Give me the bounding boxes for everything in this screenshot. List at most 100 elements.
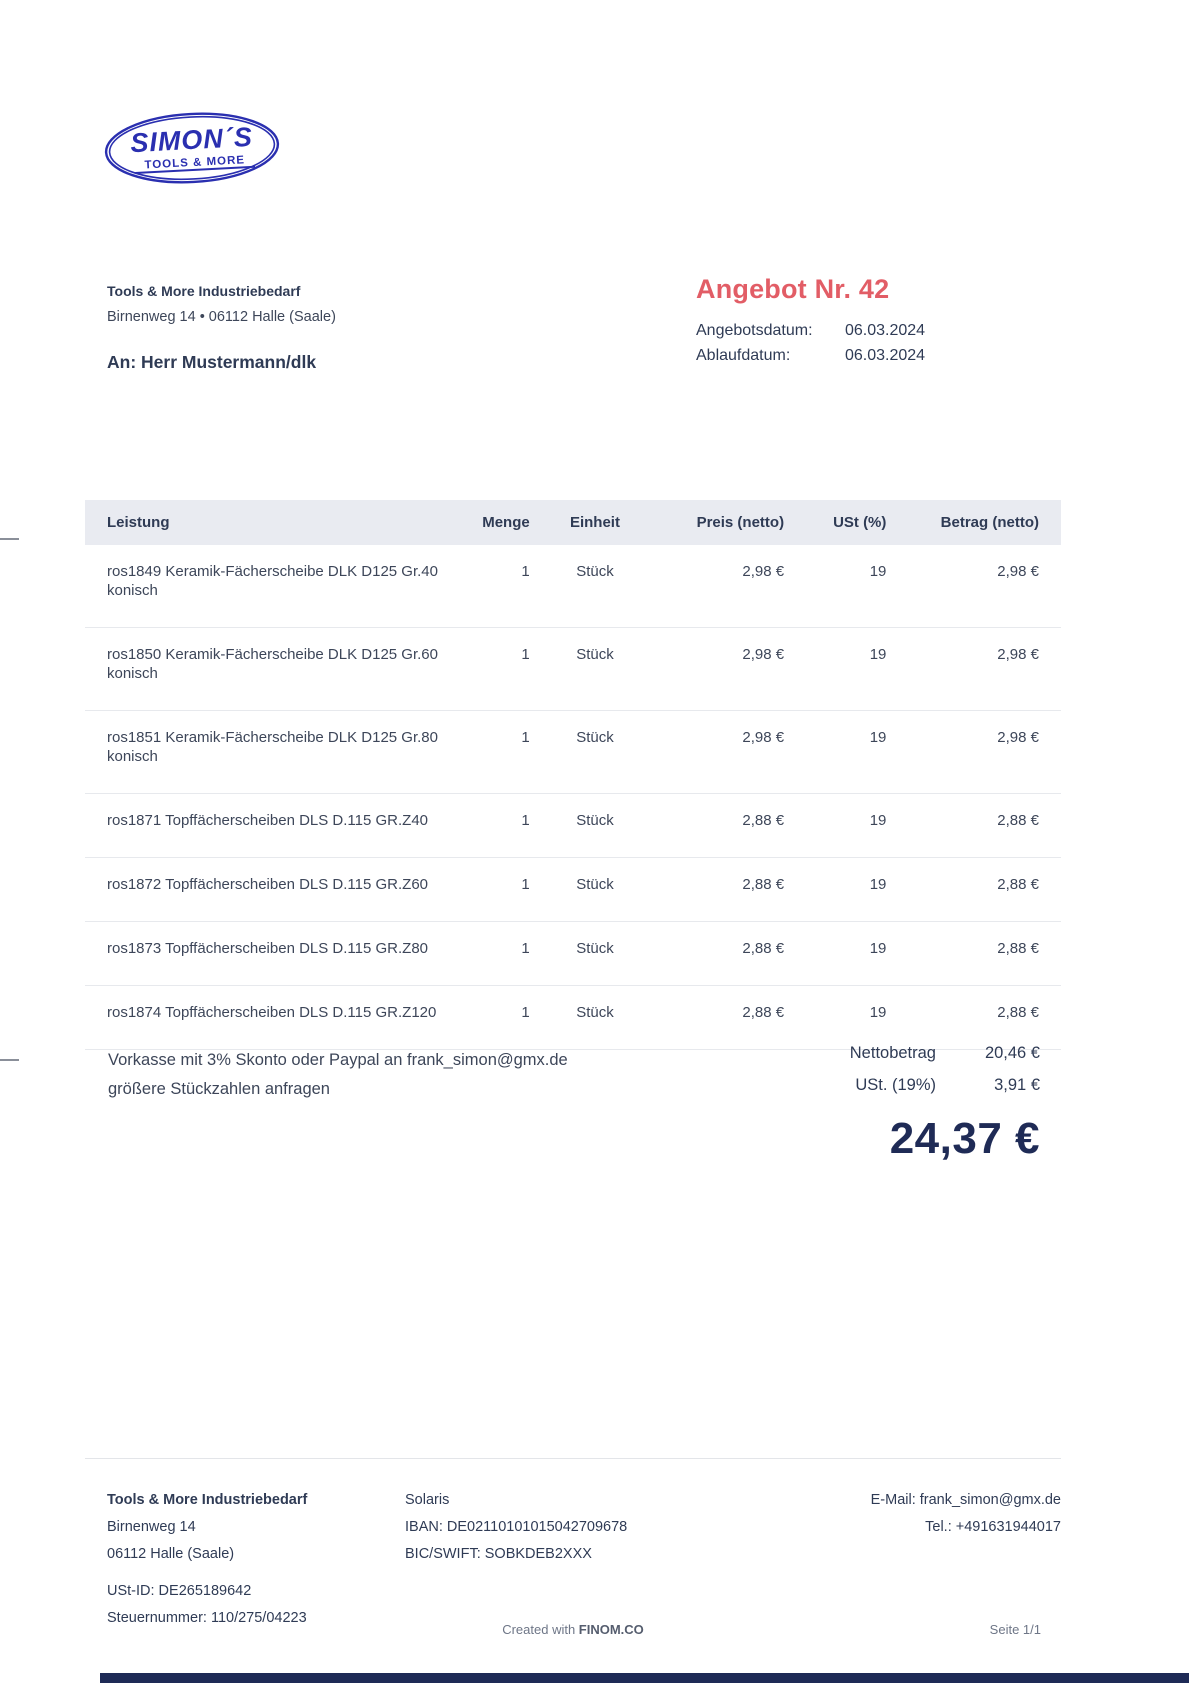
cell-unit: Stück [539, 793, 651, 858]
cell-qty: 1 [458, 857, 540, 922]
created-with: Created with FINOM.CO [85, 1622, 1061, 1637]
logo-ellipse-graphic: SIMON´S TOOLS & MORE [104, 112, 280, 184]
logo-subtitle: TOOLS & MORE [144, 154, 245, 171]
fold-mark-bottom [0, 1059, 19, 1061]
cell-qty: 1 [458, 985, 540, 1050]
cell-qty: 1 [458, 627, 540, 711]
cell-name: ros1872 Topffächerscheiben DLS D.115 GR.… [85, 857, 459, 922]
cell-amount: 2,88 € [896, 921, 1061, 986]
cell-amount: 2,88 € [896, 857, 1061, 922]
footer-bic: BIC/SWIFT: SOBKDEB2XXX [405, 1546, 592, 1562]
cell-name: ros1874 Topffächerscheiben DLS D.115 GR.… [85, 985, 459, 1050]
table-row: ros1851 Keramik-Fächerscheibe DLK D125 G… [85, 710, 1061, 794]
payment-note: Vorkasse mit 3% Skonto oder Paypal an fr… [108, 1046, 568, 1104]
footer-street: Birnenweg 14 [107, 1519, 196, 1535]
footer-tax-number: Steuernummer: 110/275/04223 [107, 1610, 307, 1626]
line-items-table: Leistung Menge Einheit Preis (netto) USt… [85, 500, 1061, 1050]
offer-expiry-label: Ablaufdatum: [696, 347, 791, 364]
table-row: ros1871 Topffächerscheiben DLS D.115 GR.… [85, 793, 1061, 858]
cell-amount: 2,98 € [896, 545, 1061, 628]
sender-block: Tools & More Industriebedarf Birnenweg 1… [107, 283, 336, 373]
header-menge: Menge [458, 500, 540, 545]
table-row: ros1850 Keramik-Fächerscheibe DLK D125 G… [85, 627, 1061, 711]
footer-phone: Tel.: +491631944017 [925, 1519, 1061, 1535]
cell-amount: 2,88 € [896, 985, 1061, 1050]
cell-unit: Stück [539, 857, 651, 922]
cell-name: ros1849 Keramik-Fächerscheibe DLK D125 G… [85, 545, 459, 628]
table-row: ros1874 Topffächerscheiben DLS D.115 GR.… [85, 985, 1061, 1050]
bottom-accent-bar [100, 1673, 1189, 1683]
cell-unit: Stück [539, 985, 651, 1050]
created-with-prefix: Created with [502, 1622, 579, 1637]
logo-title: SIMON´S [130, 122, 254, 158]
footer-vat-id: USt-ID: DE265189642 [107, 1583, 252, 1599]
cell-unit: Stück [539, 921, 651, 986]
sender-address: Birnenweg 14 • 06112 Halle (Saale) [107, 309, 336, 325]
cell-name: ros1850 Keramik-Fächerscheibe DLK D125 G… [85, 627, 459, 711]
cell-name: ros1851 Keramik-Fächerscheibe DLK D125 G… [85, 710, 459, 794]
offer-expiry-value: 06.03.2024 [845, 347, 926, 364]
payment-note-line2: größere Stückzahlen anfragen [108, 1080, 330, 1098]
footer-company-column: Tools & More Industriebedarf Birnenweg 1… [85, 1491, 405, 1636]
offer-title: Angebot Nr. 42 [696, 274, 890, 304]
cell-qty: 1 [458, 545, 540, 628]
header-preis-netto: Preis (netto) [650, 500, 795, 545]
table-body: ros1849 Keramik-Fächerscheibe DLK D125 G… [85, 545, 1061, 1050]
bottom-line: Created with FINOM.CO Seite 1/1 [85, 1622, 1061, 1637]
sender-company: Tools & More Industriebedarf [107, 283, 301, 299]
header-leistung: Leistung [85, 500, 459, 545]
recipient-line: An: Herr Mustermann/dlk [107, 352, 317, 372]
header-betrag-netto: Betrag (netto) [896, 500, 1061, 545]
cell-price: 2,98 € [650, 710, 795, 794]
cell-qty: 1 [458, 921, 540, 986]
offer-date-row: Angebotsdatum: 06.03.2024 [696, 322, 1066, 340]
created-with-brand: FINOM.CO [578, 1622, 644, 1637]
footer-city: 06112 Halle (Saale) [107, 1546, 235, 1562]
page-indicator: Seite 1/1 [989, 1622, 1041, 1637]
vat-total-row: USt. (19%) 3,91 € [700, 1076, 1040, 1095]
offer-date-value: 06.03.2024 [845, 322, 926, 339]
table-row: ros1873 Topffächerscheiben DLS D.115 GR.… [85, 921, 1061, 986]
footer-iban: IBAN: DE02110101015042709678 [405, 1519, 628, 1535]
footer-company: Tools & More Industriebedarf [107, 1492, 308, 1508]
cell-price: 2,88 € [650, 985, 795, 1050]
cell-vat: 19 [794, 545, 897, 628]
cell-vat: 19 [794, 857, 897, 922]
cell-name: ros1873 Topffächerscheiben DLS D.115 GR.… [85, 921, 459, 986]
table-row: ros1872 Topffächerscheiben DLS D.115 GR.… [85, 857, 1061, 922]
cell-amount: 2,88 € [896, 793, 1061, 858]
company-logo: SIMON´S TOOLS & MORE [102, 108, 282, 188]
cell-vat: 19 [794, 985, 897, 1050]
vat-total-label: USt. (19%) [855, 1076, 936, 1094]
totals-block: Nettobetrag 20,46 € USt. (19%) 3,91 € [700, 1044, 1040, 1108]
cell-vat: 19 [794, 793, 897, 858]
fold-mark-top [0, 538, 19, 540]
net-total-label: Nettobetrag [849, 1044, 936, 1062]
footer-bank-name: Solaris [405, 1492, 450, 1508]
cell-qty: 1 [458, 793, 540, 858]
cell-price: 2,88 € [650, 921, 795, 986]
cell-price: 2,98 € [650, 545, 795, 628]
cell-vat: 19 [794, 921, 897, 986]
payment-note-line1: Vorkasse mit 3% Skonto oder Paypal an fr… [108, 1051, 568, 1069]
table-row: ros1849 Keramik-Fächerscheibe DLK D125 G… [85, 545, 1061, 628]
cell-unit: Stück [539, 710, 651, 794]
cell-amount: 2,98 € [896, 710, 1061, 794]
net-total-row: Nettobetrag 20,46 € [700, 1044, 1040, 1063]
cell-price: 2,88 € [650, 857, 795, 922]
cell-unit: Stück [539, 627, 651, 711]
table-header: Leistung Menge Einheit Preis (netto) USt… [85, 500, 1061, 545]
header-ust: USt (%) [794, 500, 897, 545]
cell-price: 2,88 € [650, 793, 795, 858]
vat-total-value: 3,91 € [994, 1076, 1040, 1094]
footer-bank-column: Solaris IBAN: DE02110101015042709678 BIC… [405, 1491, 735, 1636]
cell-vat: 19 [794, 627, 897, 711]
offer-meta: Angebotsdatum: 06.03.2024 Ablaufdatum: 0… [696, 322, 1066, 365]
offer-expiry-row: Ablaufdatum: 06.03.2024 [696, 347, 1066, 365]
footer: Tools & More Industriebedarf Birnenweg 1… [85, 1458, 1061, 1636]
net-total-value: 20,46 € [984, 1044, 1040, 1062]
cell-amount: 2,98 € [896, 627, 1061, 711]
footer-email: E-Mail: frank_simon@gmx.de [870, 1492, 1061, 1508]
offer-date-label: Angebotsdatum: [696, 322, 813, 339]
